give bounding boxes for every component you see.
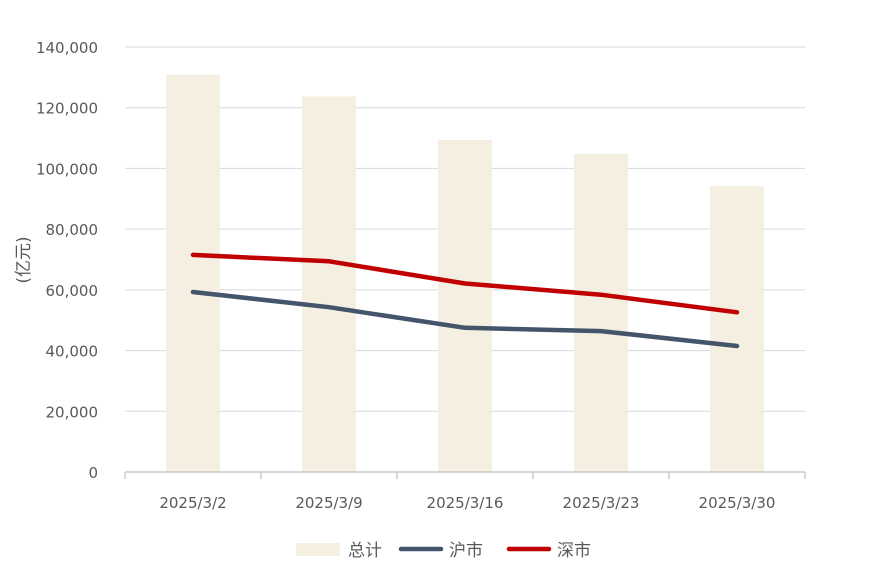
x-tick-label: 2025/3/23 [563, 494, 640, 512]
bars [166, 74, 764, 473]
y-axis-label: (亿元) [14, 236, 34, 283]
legend-swatch-bar [296, 543, 340, 556]
y-tick-label: 0 [88, 464, 98, 482]
legend-item: 沪市 [398, 541, 483, 561]
y-tick-label: 140,000 [36, 39, 98, 57]
legend: 总计 沪市 深市 [296, 541, 591, 561]
line-sz [190, 252, 740, 315]
legend-label: 沪市 [449, 541, 483, 561]
legend-label: 深市 [557, 541, 591, 561]
y-tick-label: 100,000 [36, 160, 98, 178]
x-tick-label: 2025/3/30 [699, 494, 776, 512]
y-tick-label: 40,000 [46, 343, 99, 361]
y-axis-title: (亿元) [14, 236, 34, 283]
legend-item: 总计 [296, 541, 382, 561]
y-tick-label: 60,000 [46, 282, 99, 300]
x-tick-label: 2025/3/16 [427, 494, 504, 512]
line-sh [190, 289, 740, 349]
x-tick-label: 2025/3/9 [295, 494, 362, 512]
axes: 0 20,000 40,000 60,000 80,000 100,000 120,000 1… [36, 39, 806, 512]
x-tick-label: 2025/3/2 [159, 494, 226, 512]
y-tick-label: 20,000 [46, 403, 99, 421]
legend-label: 总计 [348, 541, 382, 561]
y-tick-label: 80,000 [46, 221, 99, 239]
lines [190, 252, 740, 349]
bar-total [438, 139, 492, 472]
bar-total [166, 74, 220, 472]
bar-total [710, 186, 764, 473]
bar-total [574, 153, 628, 472]
legend-item: 深市 [506, 541, 591, 561]
y-tick-label: 120,000 [36, 100, 98, 118]
bar-total [302, 96, 356, 472]
